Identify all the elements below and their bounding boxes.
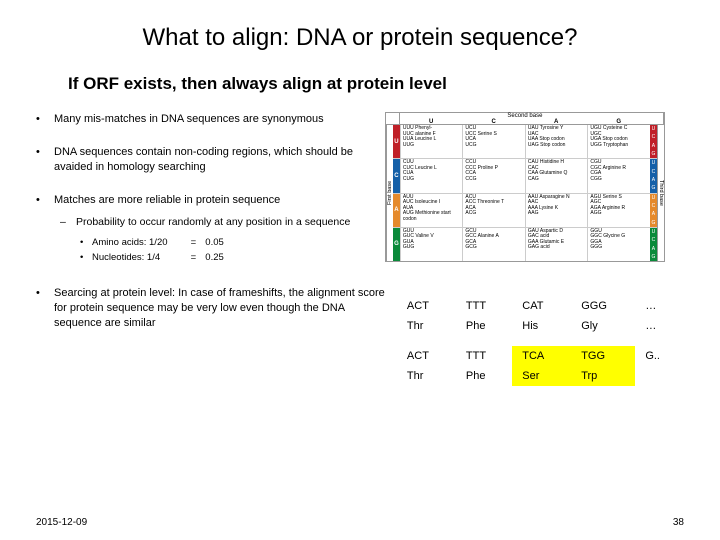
eq-sign: = <box>191 252 203 265</box>
page-number: 38 <box>673 517 684 528</box>
table-cell: Thr <box>397 316 456 336</box>
sub2-text: Nucleotides: 1/4 = 0.25 <box>92 252 385 265</box>
left-column: • Many mis-matches in DNA sequences are … <box>36 112 385 386</box>
table-cell: His <box>512 316 571 336</box>
bullet-item: • Matches are more reliable in protein s… <box>36 193 385 269</box>
sub2-text: Amino acids: 1/20 = 0.05 <box>92 237 385 250</box>
table-row: ThrPheSerTrp <box>397 366 684 386</box>
eq-sign: = <box>191 237 203 250</box>
slide-subtitle: If ORF exists, then always align at prot… <box>68 74 684 94</box>
bullet-text: Matches are more reliable in protein seq… <box>54 193 385 269</box>
bullet-item: • Searcing at protein level: In case of … <box>36 286 385 331</box>
sub2-list: • Amino acids: 1/20 = 0.05 • <box>76 237 385 266</box>
table-cell: G.. <box>635 346 684 366</box>
bullet-list: • Many mis-matches in DNA sequences are … <box>36 112 385 331</box>
table-cell: Ser <box>512 366 571 386</box>
bullet-text: Many mis-matches in DNA sequences are sy… <box>54 112 385 127</box>
table-cell: TCA <box>512 346 571 366</box>
codon-table-figure: Second baseUCAGFirst baseUUUU Phenyl-UUC… <box>385 112 665 262</box>
prob-value: 0.05 <box>205 237 224 248</box>
sub2-item: • Amino acids: 1/20 = 0.05 <box>76 237 385 250</box>
table-cell: ACT <box>397 296 456 316</box>
dot-marker: • <box>76 237 92 250</box>
table-cell: … <box>635 316 684 336</box>
table-cell: CAT <box>512 296 571 316</box>
dash-marker: – <box>54 215 76 268</box>
bullet-marker: • <box>36 193 54 269</box>
bullet-text: DNA sequences contain non-coding regions… <box>54 145 385 175</box>
sub-text: Probability to occur randomly at any pos… <box>76 216 350 228</box>
table-cell <box>635 366 684 386</box>
slide-title: What to align: DNA or protein sequence? <box>36 24 684 52</box>
table-row: ACTTTTTCATGGG.. <box>397 346 684 366</box>
bullet-item: • DNA sequences contain non-coding regio… <box>36 145 385 175</box>
sub-bullet-text: Probability to occur randomly at any pos… <box>76 215 385 268</box>
right-column: Second baseUCAGFirst baseUUUU Phenyl-UUC… <box>385 112 684 386</box>
slide-date: 2015-12-09 <box>36 517 87 528</box>
bullet-text: Searcing at protein level: In case of fr… <box>54 286 385 331</box>
table-cell: Trp <box>571 366 635 386</box>
sub-bullet-list: – Probability to occur randomly at any p… <box>54 215 385 268</box>
bullet-marker: • <box>36 112 54 127</box>
table-cell: TGG <box>571 346 635 366</box>
table-cell: TTT <box>456 346 512 366</box>
prob-value: 0.25 <box>205 252 224 263</box>
table-cell: ACT <box>397 346 456 366</box>
amino-acid-table: ACTTTTCATGGG…ThrPheHisGly…ACTTTTTCATGGG.… <box>397 296 684 386</box>
sub-bullet-item: – Probability to occur randomly at any p… <box>54 215 385 268</box>
table-cell: … <box>635 296 684 316</box>
bullet-item: • Many mis-matches in DNA sequences are … <box>36 112 385 127</box>
bullet-marker: • <box>36 286 54 331</box>
table-cell: Phe <box>456 316 512 336</box>
bullet-marker: • <box>36 145 54 175</box>
bullet-inner-text: Matches are more reliable in protein seq… <box>54 194 280 206</box>
table-row: ThrPheHisGly… <box>397 316 684 336</box>
content-area: • Many mis-matches in DNA sequences are … <box>36 112 684 386</box>
sub2-item: • Nucleotides: 1/4 = 0.25 <box>76 252 385 265</box>
prob-label: Amino acids: 1/20 <box>92 237 188 250</box>
table-cell: TTT <box>456 296 512 316</box>
prob-label: Nucleotides: 1/4 <box>92 252 188 265</box>
dot-marker: • <box>76 252 92 265</box>
table-cell: GGG <box>571 296 635 316</box>
table-cell: Thr <box>397 366 456 386</box>
table-cell: Gly <box>571 316 635 336</box>
table-row: ACTTTTCATGGG… <box>397 296 684 316</box>
table-cell: Phe <box>456 366 512 386</box>
